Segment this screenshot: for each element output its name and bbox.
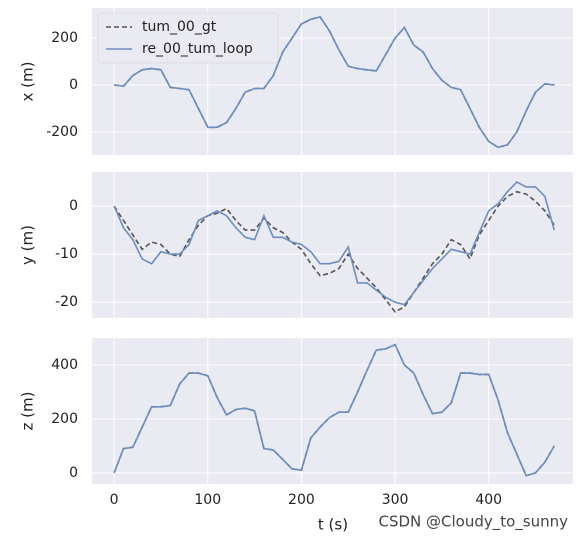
x-tick-label: 100 xyxy=(194,492,221,508)
y-tick-label: 0 xyxy=(69,77,78,93)
series-line xyxy=(113,190,555,313)
y-tick-label: 0 xyxy=(69,198,78,214)
y-tick-label: 0 xyxy=(69,465,78,481)
x-tick-label: 400 xyxy=(475,492,502,508)
legend-label: re_00_tum_loop xyxy=(142,41,253,57)
legend-box xyxy=(97,12,279,64)
legend-label: tum_00_gt xyxy=(142,19,217,35)
x-tick-label: 0 xyxy=(110,492,119,508)
series-line xyxy=(113,181,556,306)
x-tick-label: 200 xyxy=(288,492,315,508)
x-tick-label: 300 xyxy=(382,492,409,508)
y-tick-label: -200 xyxy=(46,124,78,140)
y-tick-label: 400 xyxy=(51,357,78,373)
y-tick-label: -10 xyxy=(55,246,78,262)
plot-background xyxy=(92,338,573,484)
y-tick-label: -20 xyxy=(55,294,78,310)
x-axis-label: t (s) xyxy=(318,516,348,534)
series-line xyxy=(113,15,555,149)
y-axis-label: z (m) xyxy=(19,392,37,431)
y-tick-label: 200 xyxy=(51,411,78,427)
watermark: CSDN @Cloudy_to_sunny xyxy=(378,513,568,532)
plot-background xyxy=(92,172,573,318)
y-axis-label: x (m) xyxy=(19,62,37,102)
series-line xyxy=(113,343,555,477)
y-axis-label: y (m) xyxy=(19,225,37,265)
y-tick-label: 200 xyxy=(51,30,78,46)
